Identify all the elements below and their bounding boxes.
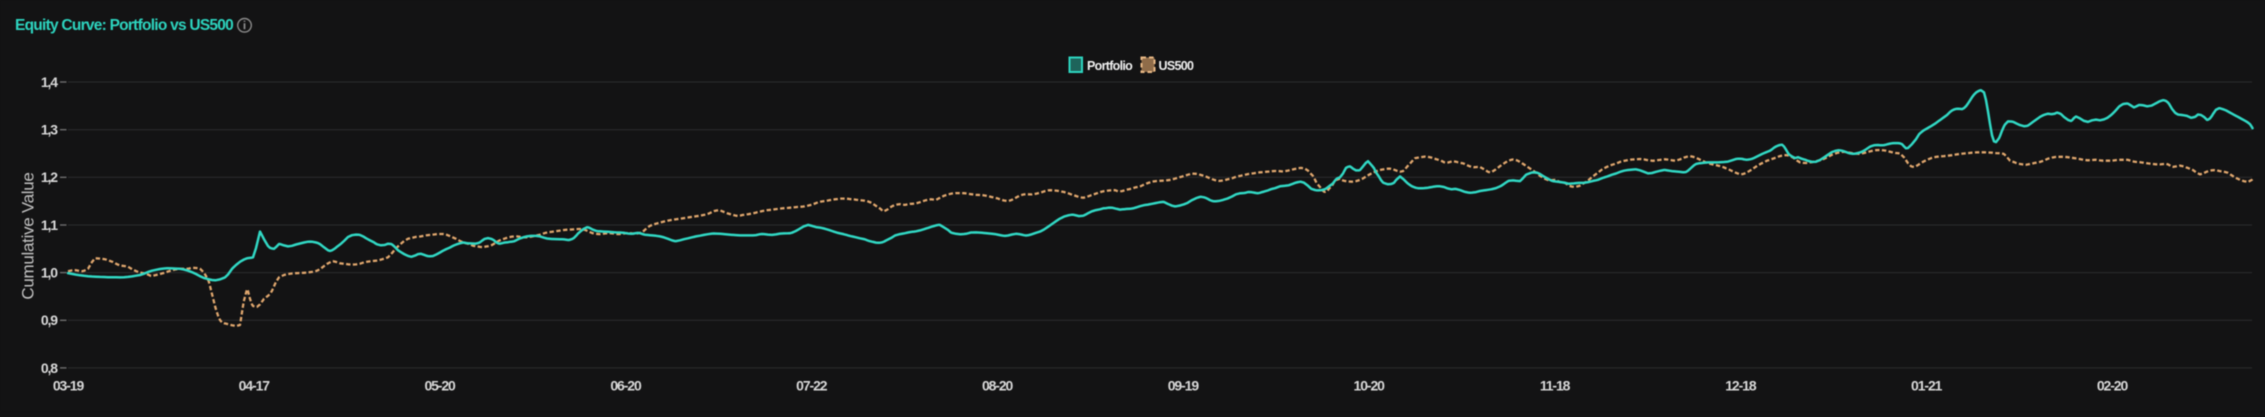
svg-text:Cumulative Value: Cumulative Value [19,172,38,299]
svg-text:11-18: 11-18 [1540,377,1571,393]
svg-text:09-19: 09-19 [1168,377,1200,393]
svg-text:03-19: 03-19 [53,377,85,393]
svg-text:0,9: 0,9 [41,312,58,328]
svg-text:08-20: 08-20 [982,377,1014,393]
svg-text:07-22: 07-22 [796,377,828,393]
svg-text:04-17: 04-17 [239,377,271,393]
svg-text:05-20: 05-20 [424,377,456,393]
svg-text:US500: US500 [1159,59,1194,73]
svg-text:12-18: 12-18 [1725,377,1757,393]
svg-text:1,4: 1,4 [41,74,58,90]
svg-text:Equity Curve: Portfolio vs US5: Equity Curve: Portfolio vs US500 [15,17,233,34]
svg-text:02-20: 02-20 [2097,377,2129,393]
svg-text:1,2: 1,2 [41,169,58,185]
svg-text:0,8: 0,8 [41,360,58,376]
svg-text:01-21: 01-21 [1911,377,1943,393]
svg-text:06-20: 06-20 [610,377,642,393]
svg-text:1,3: 1,3 [41,122,58,138]
svg-text:1,1: 1,1 [41,217,58,233]
svg-text:10-20: 10-20 [1354,377,1386,393]
svg-text:1,0: 1,0 [41,265,58,281]
svg-text:Portfolio: Portfolio [1087,59,1133,73]
